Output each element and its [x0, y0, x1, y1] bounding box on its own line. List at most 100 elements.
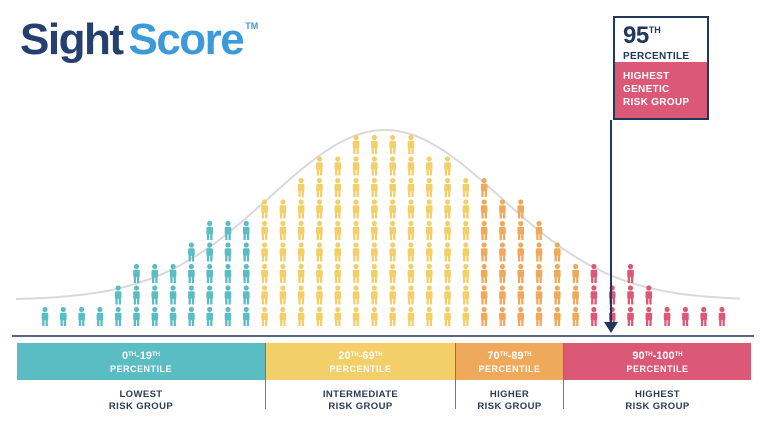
callout-value: 95	[623, 22, 649, 49]
person-icon	[279, 242, 287, 262]
person-icon	[114, 285, 122, 305]
person-icon	[499, 242, 506, 262]
segment-label-intermediate: PERCENTILE	[329, 363, 392, 374]
person-icon	[572, 285, 579, 305]
person-icon	[352, 134, 360, 154]
person-icon	[407, 220, 415, 240]
person-icon	[663, 306, 671, 326]
person-icon	[316, 263, 323, 283]
callout-label: PERCENTILE	[623, 51, 690, 62]
person-icon	[480, 177, 488, 197]
person-icon	[462, 306, 470, 326]
person-icon	[407, 177, 415, 197]
person-icon	[627, 285, 634, 305]
person-icon	[334, 199, 342, 219]
segment-bar-higher: 70TH-89TH PERCENTILE	[456, 343, 563, 380]
person-icon	[535, 306, 543, 326]
person-icon	[169, 306, 177, 326]
person-icon	[444, 306, 451, 326]
person-icon	[517, 306, 525, 326]
person-icon	[261, 242, 268, 262]
person-icon	[535, 285, 543, 305]
person-icon	[444, 177, 451, 197]
callout-line-2: GENETIC	[623, 84, 670, 95]
person-icon	[462, 199, 470, 219]
person-icon	[407, 199, 415, 219]
person-icon	[425, 177, 433, 197]
person-icon	[517, 220, 525, 240]
person-icon	[590, 285, 598, 305]
person-icon	[206, 285, 213, 305]
person-icon	[297, 263, 305, 283]
person-icon	[572, 263, 579, 283]
person-icon	[352, 242, 360, 262]
person-icon	[334, 285, 342, 305]
person-icon	[352, 220, 360, 240]
person-icon	[352, 285, 360, 305]
person-icon	[407, 263, 415, 283]
person-icon	[389, 177, 396, 197]
person-icon	[645, 306, 653, 326]
callout-suffix: TH	[648, 25, 661, 35]
person-icon	[316, 220, 323, 240]
person-icon	[554, 242, 561, 262]
logo-text-sight: Sight	[20, 15, 124, 64]
person-icon	[517, 285, 525, 305]
person-icon	[389, 306, 396, 326]
person-icon	[188, 242, 195, 262]
person-icon	[389, 156, 396, 176]
person-icon	[554, 263, 561, 283]
person-icon	[261, 285, 268, 305]
group-label-higher: HIGHER RISK GROUP	[477, 389, 542, 412]
person-icon	[206, 263, 213, 283]
person-icon	[444, 156, 451, 176]
person-icon	[334, 263, 342, 283]
person-icon	[371, 285, 378, 305]
person-icon	[224, 263, 232, 283]
person-icon	[188, 285, 195, 305]
person-icon	[389, 199, 396, 219]
person-icon	[334, 156, 342, 176]
person-icon	[242, 285, 250, 305]
person-icon	[389, 263, 396, 283]
person-icon	[371, 220, 378, 240]
callout-risk-label: HIGHEST GENETIC RISK GROUP	[615, 62, 707, 118]
person-icon	[389, 134, 396, 154]
person-icon	[316, 242, 323, 262]
person-icon	[499, 263, 506, 283]
person-icon	[334, 242, 342, 262]
person-icon	[718, 306, 726, 326]
person-icon	[517, 242, 525, 262]
person-icon	[151, 263, 159, 283]
person-icon	[316, 177, 323, 197]
person-icon	[645, 285, 653, 305]
person-icon	[188, 306, 195, 326]
person-icon	[371, 306, 378, 326]
person-icon	[334, 306, 342, 326]
person-icon	[169, 263, 177, 283]
person-icon	[41, 306, 49, 326]
person-icon	[59, 306, 67, 326]
person-icon	[425, 306, 433, 326]
person-icon	[151, 306, 159, 326]
person-icon	[554, 306, 561, 326]
person-icon	[425, 242, 433, 262]
person-icon	[462, 177, 470, 197]
person-icon	[444, 199, 451, 219]
callout-pointer-arrow	[604, 322, 618, 333]
person-icon	[480, 285, 488, 305]
group-label-highest: HIGHEST RISK GROUP	[625, 389, 690, 412]
person-icon	[590, 263, 598, 283]
person-icon	[425, 263, 433, 283]
person-icon	[480, 306, 488, 326]
person-icon	[371, 156, 378, 176]
person-icon	[224, 242, 232, 262]
segment-label-highest: PERCENTILE	[626, 363, 689, 374]
person-icon	[371, 242, 378, 262]
person-icon	[389, 285, 396, 305]
person-icon	[371, 199, 378, 219]
sightscore-logo: Sight Score TM	[20, 18, 258, 62]
person-icon	[188, 263, 195, 283]
person-icon	[480, 220, 488, 240]
person-icon	[279, 285, 287, 305]
